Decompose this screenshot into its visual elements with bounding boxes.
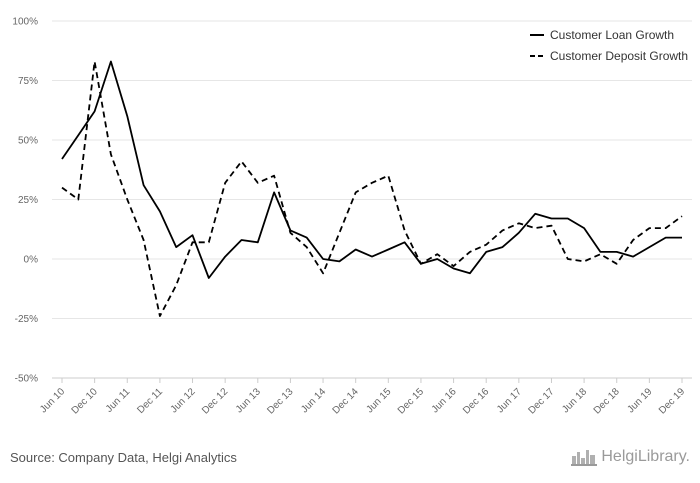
y-tick-label: -25% (15, 314, 38, 325)
x-tick-label: Dec 16 (461, 386, 491, 416)
y-tick-label: 0% (24, 255, 39, 266)
x-tick-label: Jun 12 (169, 386, 198, 415)
x-tick-label: Jun 14 (299, 386, 328, 415)
legend-label: Customer Deposit Growth (550, 49, 688, 63)
x-tick-label: Jun 19 (625, 386, 654, 415)
x-tick-label: Jun 10 (38, 386, 67, 415)
legend: Customer Loan Growth Customer Deposit Gro… (530, 28, 688, 63)
gridlines (52, 20, 692, 379)
y-tick-label: -50% (15, 374, 38, 385)
x-tick-label: Dec 11 (135, 386, 165, 416)
x-axis-tick-labels: Jun 10 Dec 10 Jun 11 Dec 11 Jun 12 Dec 12 Jun … (38, 378, 687, 417)
x-tick-label: Jun 16 (430, 386, 459, 415)
x-tick-label: Dec 13 (265, 386, 295, 416)
y-tick-label: 75% (18, 76, 38, 87)
x-tick-label: Jun 18 (560, 386, 589, 415)
logo-text: HelgiLibrary. (601, 448, 690, 465)
x-tick-label: Dec 10 (70, 386, 100, 416)
x-tick-label: Jun 17 (495, 386, 524, 415)
series-lines (61, 60, 683, 318)
y-axis-tick-labels: 100% 75% 50% 25% 0% -25% -50% (12, 17, 38, 385)
y-tick-label: 50% (18, 136, 38, 147)
y-tick-label: 100% (12, 17, 38, 28)
x-tick-label: Dec 17 (526, 386, 556, 416)
x-tick-label: Dec 15 (396, 386, 426, 416)
y-tick-label: 25% (18, 195, 38, 206)
x-tick-label: Dec 19 (657, 386, 687, 416)
series-line-customer-deposit-growth (61, 60, 683, 318)
legend-label: Customer Loan Growth (550, 28, 674, 42)
helgi-library-logo: HelgiLibrary. (571, 448, 690, 466)
x-tick-label: Jun 15 (364, 386, 393, 415)
x-tick-label: Jun 11 (104, 386, 133, 415)
x-tick-label: Dec 12 (200, 386, 230, 416)
city-skyline-icon (571, 450, 598, 466)
line-chart: 100%75%50%25%0%-25%-50% Jun 10 Dec 10 Jun … (12, 17, 692, 417)
source-note: Source: Company Data, Helgi Analytics (10, 450, 237, 465)
x-tick-label: Dec 18 (592, 386, 622, 416)
x-tick-label: Jun 13 (234, 386, 263, 415)
series-line-customer-loan-growth (61, 60, 682, 279)
x-tick-label: Dec 14 (331, 386, 361, 416)
